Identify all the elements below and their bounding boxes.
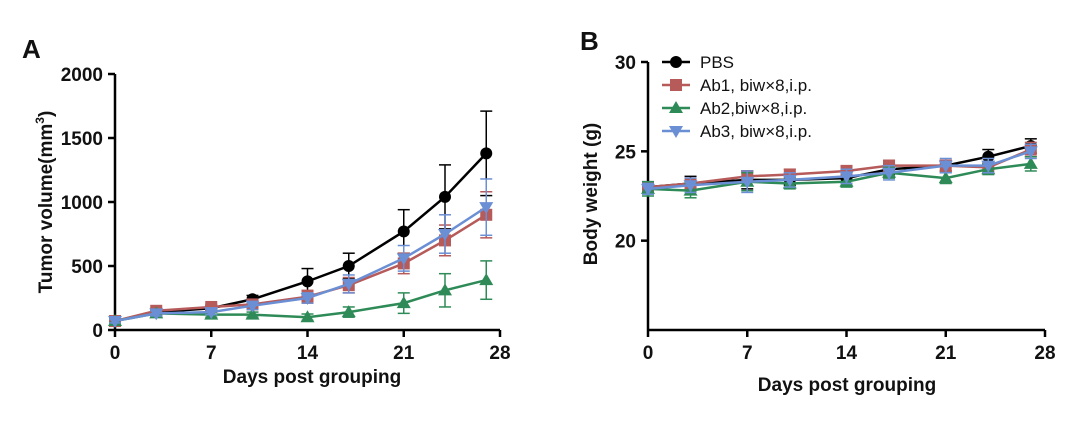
legend-item-ab1: Ab1, biw×8,i.p. [662, 76, 812, 95]
panel-b-y-tick-label: 25 [615, 142, 637, 163]
panel-a-point-pbs [480, 147, 493, 160]
panel-b-label: B [580, 26, 599, 56]
panel-b-point-pbs [982, 150, 995, 163]
panel-a-point-pbs [397, 225, 410, 238]
panel-a-point-pbs [439, 190, 451, 203]
panel-a-line-ab2 [114, 278, 487, 323]
legend-label-ab1: Ab1, biw×8,i.p. [700, 76, 812, 95]
legend-marker-ab1 [670, 79, 682, 91]
panel-a-ylabel: Tumor volume(mm3) [33, 111, 57, 294]
legend-item-ab3: Ab3, biw×8,i.p. [662, 122, 812, 141]
panel-b-point-ab3 [683, 180, 698, 193]
panel-a-line-ab3 [114, 206, 487, 323]
panel-a-point-pbs [301, 275, 314, 288]
panel-a-y-tick-label: 0 [92, 321, 103, 342]
panel-a-ylabel-sup: 3 [33, 117, 47, 124]
panel-a-point-ab3 [108, 316, 122, 329]
panel-a-point-ab3 [245, 300, 260, 313]
panel-a-series-ab1 [109, 191, 493, 328]
panel-a-xlabel: Days post grouping [223, 367, 401, 388]
panel-b-point-ab2 [1023, 156, 1038, 169]
panel-a-point-ab2 [396, 296, 411, 309]
panel-a-point-ab3 [204, 307, 219, 320]
panel-b-point-ab3 [740, 176, 755, 189]
legend-item-ab2: Ab2,biw×8,i.p. [662, 99, 807, 118]
panel-a-point-ab2 [300, 310, 315, 323]
legend-item-pbs: PBS [662, 53, 734, 72]
panel-a-point-ab2 [438, 283, 452, 296]
panel-a-x-tick-label: 7 [206, 343, 217, 364]
panel-b-plot: 0 7 14 21 28 20 25 30 [615, 53, 1056, 364]
panel-b-series-ab3 [641, 143, 1038, 196]
legend-label-ab2: Ab2,biw×8,i.p. [700, 99, 807, 118]
panel-b-x-tick-label: 0 [643, 343, 654, 364]
panel-b-x-tick-label: 21 [935, 343, 957, 364]
panel-a-y-tick-label: 1500 [61, 129, 103, 150]
panel-a-x-tick-label: 21 [393, 343, 415, 364]
panel-a-point-ab2 [245, 307, 260, 320]
panel-a-label: A [22, 34, 41, 64]
panel-b-point-ab3 [981, 160, 996, 173]
panel-a-x-tick-label: 0 [110, 343, 121, 364]
panel-b-point-ab3 [1023, 146, 1038, 159]
panel-a-y-tick-label: 1000 [61, 193, 103, 214]
panel-b-x-tick-label: 14 [836, 343, 858, 364]
panel-a-y-tick-label: 2000 [61, 65, 103, 86]
panel-a-point-ab3 [300, 293, 315, 305]
panel-a-x-tick-label: 14 [297, 343, 319, 364]
panel-a-point-ab2 [479, 273, 494, 286]
panel-b-legend: PBS Ab1, biw×8,i.p. Ab2,biw×8,i.p. Ab3, biw… [662, 53, 812, 141]
panel-b-x-tick-label: 7 [742, 343, 753, 364]
panel-a-series-ab3 [108, 178, 494, 329]
panel-a-point-ab3 [149, 308, 164, 321]
panel-a-point-ab3 [438, 229, 452, 241]
panel-a-x-tick-label: 28 [489, 343, 510, 364]
panel-b-y-tick-label: 20 [615, 232, 636, 253]
panel-b-point-ab3 [839, 171, 854, 184]
panel-b-line-ab3 [647, 150, 1032, 191]
legend-marker-ab3 [669, 126, 683, 138]
panel-b-point-ab3 [641, 183, 655, 196]
legend-label-pbs: PBS [700, 53, 734, 72]
panel-a-line-ab1 [114, 213, 487, 323]
legend-marker-ab2 [669, 101, 683, 113]
panel-a-plot: 0 7 14 21 28 0 500 1000 1500 2000 [61, 65, 511, 364]
panel-b-point-ab3 [882, 167, 897, 180]
panel-a-ylabel-main: Tumor volume(mm [36, 124, 57, 294]
panel-a-series-ab2 [108, 260, 494, 327]
panel-b-point-ab3 [938, 160, 953, 173]
panel-a-point-ab3 [396, 253, 411, 266]
panel-a-y-tick-label: 500 [71, 257, 103, 278]
panel-a-point-ab2 [341, 305, 356, 318]
legend-marker-pbs [670, 56, 682, 68]
panel-a-point-ab3 [341, 278, 356, 291]
panel-b-ylabel: Body weight (g) [581, 123, 602, 265]
panel-a-point-pbs [342, 260, 355, 272]
panel-b-y-tick-label: 30 [615, 53, 636, 74]
panel-b-point-ab3 [782, 174, 797, 187]
panel-b-point-ab2 [938, 171, 953, 184]
panel-a-point-ab3 [479, 202, 494, 215]
panel-b-x-tick-label: 28 [1034, 343, 1055, 364]
legend-label-ab3: Ab3, biw×8,i.p. [700, 122, 812, 141]
panel-a-ylabel-close: ) [36, 111, 57, 117]
panel-b-xlabel: Days post grouping [758, 375, 936, 396]
